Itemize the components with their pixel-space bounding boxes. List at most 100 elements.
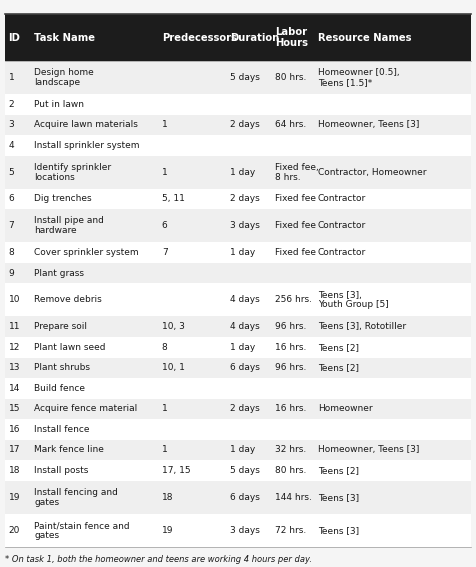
- Text: 6 days: 6 days: [230, 363, 260, 373]
- Text: Build fence: Build fence: [34, 384, 85, 393]
- Text: 10, 1: 10, 1: [162, 363, 185, 373]
- Text: 17: 17: [9, 446, 20, 455]
- Text: ID: ID: [9, 32, 20, 43]
- Text: 6: 6: [162, 221, 168, 230]
- Bar: [5, 284, 471, 316]
- Text: Teens [3]: Teens [3]: [318, 493, 359, 502]
- Text: Install fencing and
gates: Install fencing and gates: [34, 488, 118, 507]
- Text: Teens [3],
Youth Group [5]: Teens [3], Youth Group [5]: [318, 291, 389, 310]
- Text: Install pipe and
hardware: Install pipe and hardware: [34, 217, 104, 235]
- Text: 18: 18: [9, 466, 20, 475]
- Bar: [5, 242, 471, 263]
- Text: Fixed fee: Fixed fee: [275, 194, 316, 204]
- Text: Teens [3]: Teens [3]: [318, 526, 359, 535]
- Text: 96 hrs.: 96 hrs.: [275, 322, 307, 331]
- Text: * On task 1, both the homeowner and teens are working 4 hours per day.: * On task 1, both the homeowner and teen…: [5, 556, 312, 565]
- Text: 1: 1: [162, 404, 168, 413]
- Text: 32 hrs.: 32 hrs.: [275, 446, 307, 455]
- Text: Put in lawn: Put in lawn: [34, 100, 84, 109]
- Text: 6 days: 6 days: [230, 493, 260, 502]
- Text: Fixed fee,
8 hrs.: Fixed fee, 8 hrs.: [275, 163, 319, 181]
- Bar: [5, 399, 471, 419]
- Bar: [5, 358, 471, 378]
- Bar: [5, 378, 471, 399]
- Text: Teens [3], Rototiller: Teens [3], Rototiller: [318, 322, 406, 331]
- Text: Homeowner: Homeowner: [318, 404, 373, 413]
- Text: 7: 7: [162, 248, 168, 257]
- Text: 8: 8: [9, 248, 14, 257]
- Text: 9: 9: [9, 269, 14, 278]
- Text: Predecessors: Predecessors: [162, 32, 237, 43]
- Text: Contractor: Contractor: [318, 194, 366, 204]
- Text: 1 day: 1 day: [230, 168, 256, 177]
- Text: 5, 11: 5, 11: [162, 194, 185, 204]
- Text: 5 days: 5 days: [230, 73, 260, 82]
- Text: Identify sprinkler
locations: Identify sprinkler locations: [34, 163, 111, 181]
- Text: 4: 4: [9, 141, 14, 150]
- Text: 5: 5: [9, 168, 14, 177]
- Bar: [5, 135, 471, 155]
- Text: 16 hrs.: 16 hrs.: [275, 404, 307, 413]
- Text: Paint/stain fence and
gates: Paint/stain fence and gates: [34, 521, 130, 540]
- Text: Plant shrubs: Plant shrubs: [34, 363, 90, 373]
- Text: 256 hrs.: 256 hrs.: [275, 295, 312, 304]
- Text: 10: 10: [9, 295, 20, 304]
- Text: Install fence: Install fence: [34, 425, 90, 434]
- Text: Homeowner, Teens [3]: Homeowner, Teens [3]: [318, 446, 419, 455]
- Text: 80 hrs.: 80 hrs.: [275, 466, 307, 475]
- Text: 3: 3: [9, 120, 14, 129]
- Text: 19: 19: [162, 526, 173, 535]
- Text: Acquire lawn materials: Acquire lawn materials: [34, 120, 138, 129]
- Text: 96 hrs.: 96 hrs.: [275, 363, 307, 373]
- Text: 1 day: 1 day: [230, 343, 256, 352]
- Text: 2 days: 2 days: [230, 404, 260, 413]
- Text: Homeowner, Teens [3]: Homeowner, Teens [3]: [318, 120, 419, 129]
- Text: Plant grass: Plant grass: [34, 269, 84, 278]
- Bar: [5, 189, 471, 209]
- Text: 12: 12: [9, 343, 20, 352]
- Text: Prepare soil: Prepare soil: [34, 322, 87, 331]
- Text: 6: 6: [9, 194, 14, 204]
- Text: 2 days: 2 days: [230, 120, 260, 129]
- Bar: [5, 514, 471, 547]
- Text: Teens [2]: Teens [2]: [318, 466, 359, 475]
- Text: 18: 18: [162, 493, 173, 502]
- Text: 10, 3: 10, 3: [162, 322, 185, 331]
- Text: Task Name: Task Name: [34, 32, 95, 43]
- Bar: [5, 337, 471, 358]
- Text: 19: 19: [9, 493, 20, 502]
- Text: Install posts: Install posts: [34, 466, 89, 475]
- Bar: [5, 115, 471, 135]
- Text: Contractor: Contractor: [318, 221, 366, 230]
- Text: Duration: Duration: [230, 32, 279, 43]
- Text: 14: 14: [9, 384, 20, 393]
- Text: Dig trenches: Dig trenches: [34, 194, 92, 204]
- Text: Resource Names: Resource Names: [318, 32, 411, 43]
- Text: 3 days: 3 days: [230, 526, 260, 535]
- Text: 1: 1: [9, 73, 14, 82]
- Text: 1: 1: [162, 168, 168, 177]
- Text: 13: 13: [9, 363, 20, 373]
- Text: Labor
Hours: Labor Hours: [275, 27, 308, 48]
- Text: Design home
landscape: Design home landscape: [34, 68, 94, 87]
- Text: 5 days: 5 days: [230, 466, 260, 475]
- Text: 15: 15: [9, 404, 20, 413]
- Text: 144 hrs.: 144 hrs.: [275, 493, 312, 502]
- Text: 3 days: 3 days: [230, 221, 260, 230]
- Text: 2: 2: [9, 100, 14, 109]
- Text: 20: 20: [9, 526, 20, 535]
- Bar: [5, 440, 471, 460]
- Text: Mark fence line: Mark fence line: [34, 446, 104, 455]
- Text: 80 hrs.: 80 hrs.: [275, 73, 307, 82]
- Text: 1 day: 1 day: [230, 248, 256, 257]
- Text: 8: 8: [162, 343, 168, 352]
- Text: 1 day: 1 day: [230, 446, 256, 455]
- Text: 72 hrs.: 72 hrs.: [275, 526, 307, 535]
- Text: 1: 1: [162, 120, 168, 129]
- Bar: [5, 61, 471, 94]
- Text: 16 hrs.: 16 hrs.: [275, 343, 307, 352]
- Text: Plant lawn seed: Plant lawn seed: [34, 343, 106, 352]
- Bar: [5, 263, 471, 284]
- Bar: [5, 155, 471, 189]
- Bar: [5, 94, 471, 115]
